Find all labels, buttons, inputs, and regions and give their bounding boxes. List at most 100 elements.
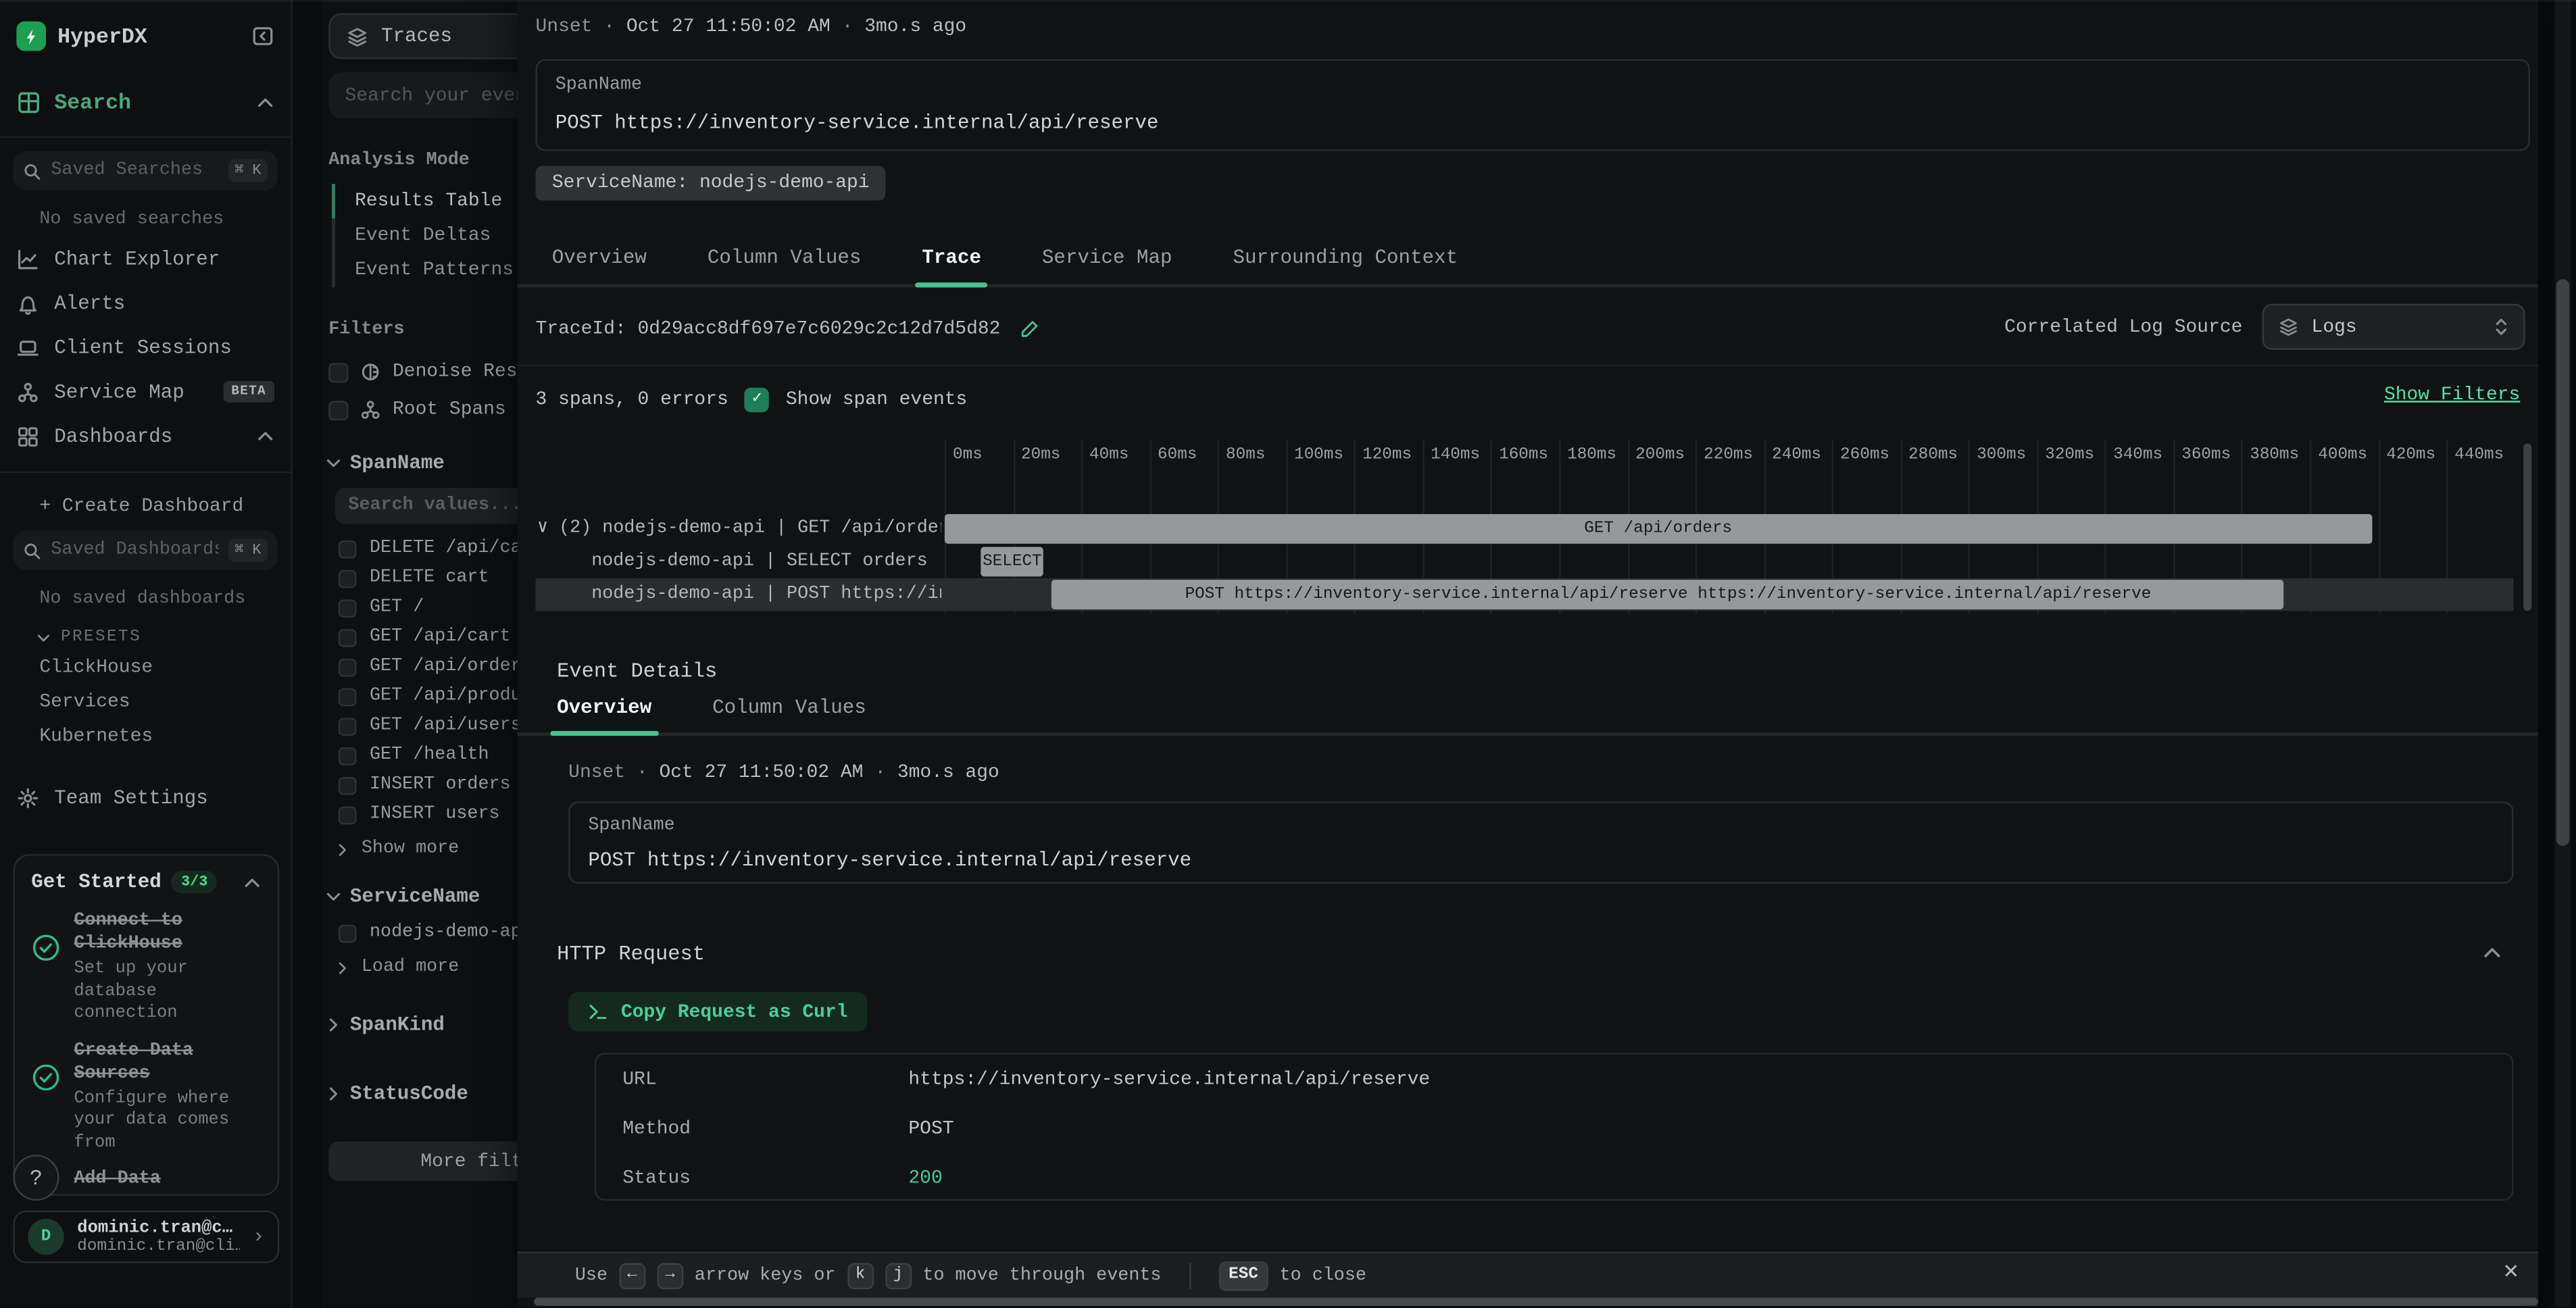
presets-header[interactable]: PRESETS (0, 616, 291, 651)
timeline-gridline: 440ms (2446, 440, 2504, 615)
facet-value-row[interactable]: nodejs-demo-api (322, 918, 608, 948)
timeline-tick-label: 240ms (1772, 447, 1822, 466)
event-details-title: Event Details (557, 660, 718, 684)
facet-value-row[interactable]: INSERT orders (322, 770, 608, 800)
span-row-label[interactable]: nodejs-demo-api | SELECT orders (591, 551, 928, 572)
get-started-step-connect[interactable]: Connect to ClickHouse Set up your databa… (15, 900, 278, 1029)
tree-icon (361, 401, 380, 419)
sidebar-item-alerts[interactable]: Alerts (0, 281, 291, 326)
grid-icon (18, 426, 38, 446)
analysis-mode-results-table[interactable]: Results Table (332, 184, 608, 219)
get-started-title: Get Started (31, 870, 162, 894)
span-row-label[interactable]: nodejs-demo-api | POST https://invento (591, 584, 941, 605)
row-label: URL (622, 1068, 657, 1090)
tab-ed-overview[interactable]: Overview (550, 697, 658, 736)
span-duration-bar[interactable]: GET /api/orders (944, 513, 2372, 544)
tab-overview[interactable]: Overview (551, 246, 647, 270)
facet-value-row[interactable]: INSERT users (322, 800, 608, 830)
checkbox[interactable] (338, 746, 357, 765)
spanname-show-more[interactable]: Show more (322, 830, 608, 863)
show-filters-link[interactable]: Show Filters (2383, 384, 2521, 406)
layers-icon (2280, 318, 2297, 336)
no-saved-dashboards: No saved dashboards (39, 589, 246, 609)
show-span-events-checkbox[interactable]: ✓ (745, 386, 770, 411)
copy-request-as-curl-button[interactable]: Copy Request as Curl (568, 992, 868, 1032)
analysis-mode-event-patterns[interactable]: Event Patterns (355, 259, 514, 281)
log-source-select[interactable]: Logs (2262, 303, 2525, 350)
get-started-step-add-data[interactable]: Add Data (74, 1169, 161, 1190)
tab-service-map[interactable]: Service Map (1041, 246, 1172, 270)
waterfall-scrollbar-thumb[interactable] (2523, 443, 2532, 611)
facet-value-row[interactable]: GET /health (322, 740, 608, 770)
close-icon[interactable]: ✕ (2503, 1258, 2519, 1286)
page-scrollbar-thumb[interactable] (2556, 279, 2570, 847)
tab-column-values[interactable]: Column Values (707, 246, 862, 270)
facet-value-row[interactable]: GET /api/cart (322, 622, 608, 652)
facet-value-row[interactable]: DELETE /api/cart (322, 534, 608, 563)
chevron-up-icon[interactable] (243, 873, 262, 891)
service-chip[interactable]: ServiceName: nodejs-demo-api (535, 166, 886, 201)
checkbox[interactable] (328, 362, 349, 382)
waterfall-row[interactable]: ∨ (2) nodejs-demo-api | GET /api/orders G… (518, 513, 2538, 546)
user-menu[interactable]: D dominic.tran@c… dominic.tran@cli… › (13, 1210, 280, 1263)
checkbox[interactable] (338, 599, 357, 617)
sidebar-item-search[interactable]: Search (0, 80, 291, 123)
sidebar-item-team-settings[interactable]: Team Settings (0, 777, 291, 820)
checkbox[interactable] (338, 539, 357, 558)
show-span-events-label: Show span events (785, 388, 968, 410)
edit-pencil-icon[interactable] (1018, 318, 1040, 339)
facet-spanname-header[interactable]: SpanName (322, 429, 608, 485)
span-row-label[interactable]: ∨ (2) nodejs-demo-api | GET /api/orders (537, 519, 942, 539)
page-scrollbar[interactable] (2554, 0, 2571, 1308)
sidebar-item-dashboards[interactable]: Dashboards (0, 414, 291, 459)
checkbox[interactable] (328, 399, 349, 420)
checkbox[interactable] (338, 569, 357, 588)
http-request-table: URL https://inventory-service.internal/a… (595, 1053, 2514, 1201)
servicename-load-more[interactable]: Load more (322, 948, 608, 981)
facet-value-row[interactable]: DELETE cart (322, 563, 608, 593)
preset-item[interactable]: Services (39, 691, 130, 713)
saved-searches-input[interactable]: Saved Searches ⌘ K (13, 151, 278, 191)
http-request-collapse-icon[interactable] (2482, 942, 2502, 962)
tab-ed-column-values[interactable]: Column Values (712, 696, 866, 720)
facet-statuscode-header[interactable]: StatusCode (322, 1059, 608, 1115)
checkbox[interactable] (338, 717, 357, 735)
analysis-mode-event-deltas[interactable]: Event Deltas (355, 225, 491, 247)
divider (0, 136, 291, 139)
waterfall-row[interactable]: nodejs-demo-api | POST https://invento PO… (535, 578, 2514, 611)
preset-item[interactable]: ClickHouse (39, 657, 153, 679)
facet-value-row[interactable]: GET /api/orders (322, 652, 608, 682)
event-header-meta: Unset · Oct 27 11:50:02 AM · 3mo.s ago (535, 16, 967, 38)
facet-value-row[interactable]: GET / (322, 593, 608, 623)
waterfall-row[interactable]: nodejs-demo-api | SELECT orders SELECT (518, 545, 2538, 578)
get-started-step-sources[interactable]: Create Data Sources Configure where your… (15, 1029, 278, 1158)
sidebar-item-client-sessions[interactable]: Client Sessions (0, 325, 291, 370)
checkbox[interactable] (338, 657, 357, 676)
horizontal-scrollbar-thumb[interactable] (534, 1297, 2539, 1306)
help-button[interactable]: ? (13, 1155, 59, 1201)
sidebar-item-service-map[interactable]: Service Map BETA (0, 370, 291, 414)
span-duration-bar[interactable]: POST https://inventory-service.internal/… (1051, 580, 2284, 609)
span-bar-track: GET /api/orders (944, 513, 2481, 544)
arrow-right-key: → (656, 1262, 683, 1289)
facet-servicename-header[interactable]: ServiceName (322, 862, 608, 918)
tab-trace[interactable]: Trace (915, 247, 988, 288)
tab-surrounding-context[interactable]: Surrounding Context (1233, 246, 1458, 270)
collapse-sidebar-icon[interactable] (251, 24, 274, 47)
checkbox[interactable] (338, 687, 357, 706)
kbd-shortcut: ⌘ K (228, 159, 268, 182)
user-email: dominic.tran@cli… (77, 1237, 240, 1256)
saved-dashboards-input[interactable]: Saved Dashboards ⌘ K (13, 530, 278, 570)
create-dashboard-button[interactable]: + Create Dashboard (39, 496, 244, 518)
search-icon (24, 163, 41, 179)
facet-spankind-header[interactable]: SpanKind (322, 990, 608, 1047)
sidebar-item-chart-explorer[interactable]: Chart Explorer (0, 236, 291, 281)
span-duration-bar[interactable]: SELECT (981, 547, 1043, 577)
facet-value-row[interactable]: GET /api/users (322, 711, 608, 741)
preset-item[interactable]: Kubernetes (39, 726, 153, 748)
checkbox[interactable] (338, 776, 357, 795)
checkbox[interactable] (338, 628, 357, 647)
checkbox[interactable] (338, 924, 357, 942)
analysis-mode-list: Results Table Event Deltas Event Pattern… (332, 184, 608, 288)
checkbox[interactable] (338, 805, 357, 824)
